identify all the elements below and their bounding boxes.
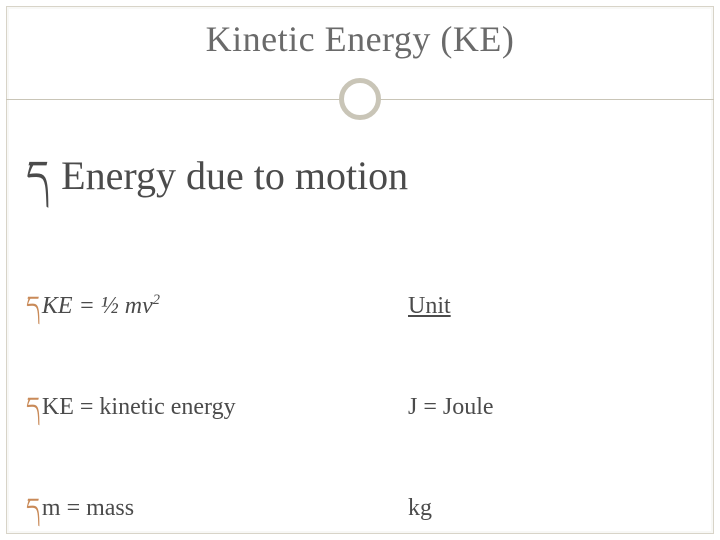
rule-left [6,99,340,100]
mass-row-left: ད m = mass [26,481,396,540]
content-area: ད Energy due to motion ད KE = ½ mv2 Unit… [26,130,694,540]
ke-row-left: ད KE = kinetic energy [26,380,396,447]
bullet-icon: ད [26,380,40,447]
bullet-icon: ད [26,130,49,243]
formula-exponent: 2 [153,292,160,308]
slide: Kinetic Energy (KE) ད Energy due to moti… [0,0,720,540]
formula-base: KE = ½ mv [42,293,153,319]
title-rule [6,78,714,120]
slide-title: Kinetic Energy (KE) [0,18,720,60]
formula-row-left: ད KE = ½ mv2 [26,279,396,346]
subtitle-line: ད Energy due to motion [26,130,694,243]
definition-grid: ད KE = ½ mv2 Unit ད KE = kinetic energy … [26,279,694,540]
ke-label: KE = kinetic energy [42,394,236,421]
unit-header: Unit [408,293,694,320]
mass-label: m = mass [42,495,134,522]
subtitle-text: Energy due to motion [61,152,408,199]
bullet-icon: ད [26,279,40,346]
bullet-icon: ད [26,481,40,540]
ke-unit: J = Joule [408,394,694,421]
rule-right [380,99,714,100]
mass-unit: kg [408,495,694,522]
title-area: Kinetic Energy (KE) [0,0,720,60]
formula-text: KE = ½ mv2 [42,293,160,320]
circle-icon [339,78,381,120]
